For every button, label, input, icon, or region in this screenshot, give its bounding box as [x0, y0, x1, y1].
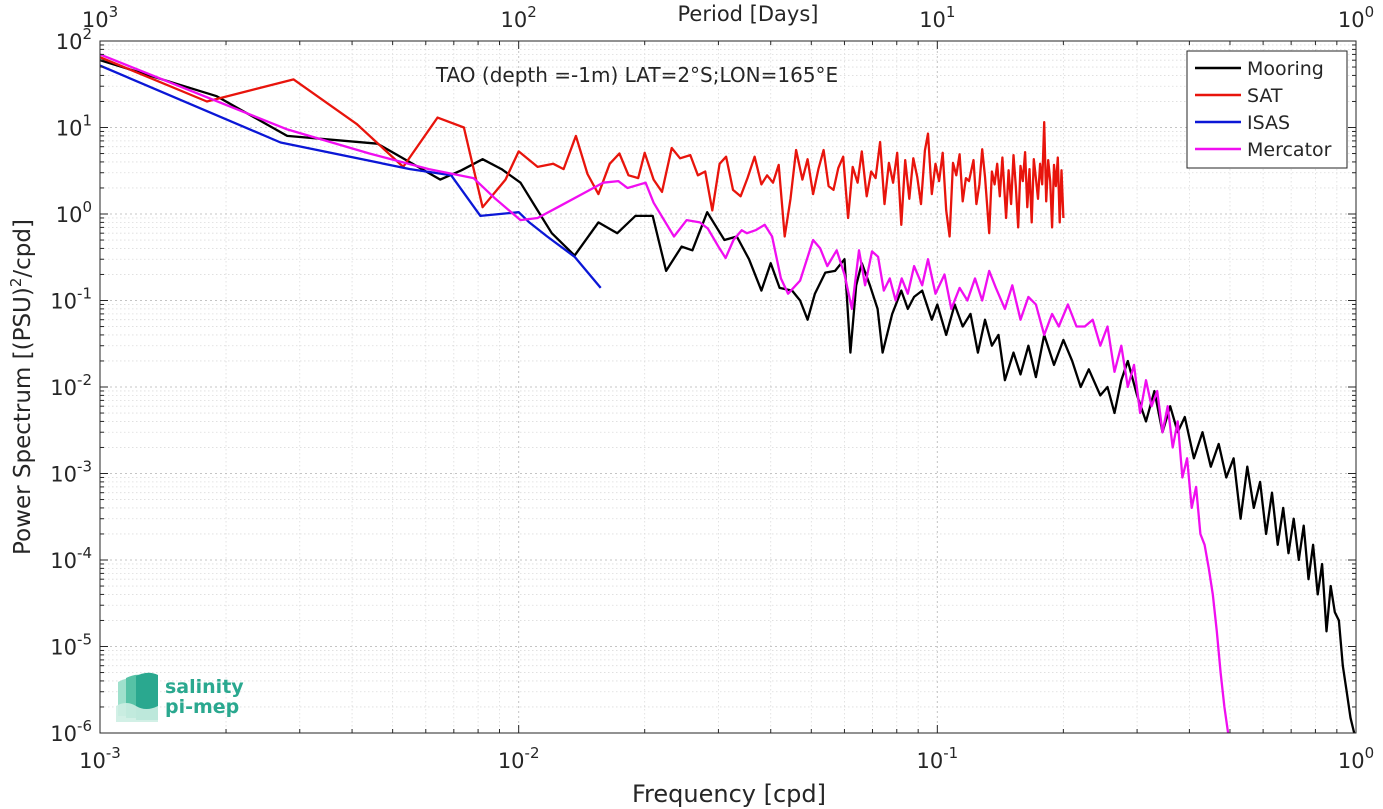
y-axis-label-sup: 2: [7, 278, 25, 288]
y-tick-label-base: 10: [50, 463, 77, 487]
y-tick-label-base: 10: [56, 203, 83, 227]
y-tick-label: 101: [56, 112, 92, 141]
chart-title: TAO (depth =-1m) LAT=2°S;LON=165°E: [435, 63, 838, 87]
x-tick-label: 10-1: [916, 744, 958, 773]
logo-wave-icon: [116, 672, 158, 722]
y-tick-label-exponent: 1: [82, 112, 92, 130]
top-tick-label-base: 10: [501, 8, 528, 32]
salinity-pi-mep-logo: salinity pi-mep: [116, 672, 244, 722]
legend-label-mooring: Mooring: [1247, 58, 1324, 80]
y-tick-label-base: 10: [56, 30, 83, 54]
y-tick-label-exponent: -3: [77, 458, 92, 476]
top-tick-label: 100: [1338, 3, 1374, 32]
x-tick-label-base: 10: [498, 749, 525, 773]
y-tick-label-exponent: -2: [77, 371, 92, 389]
y-tick-label-exponent: -1: [77, 285, 92, 303]
y-tick-label-base: 10: [56, 117, 83, 141]
x-tick-label: 10-2: [498, 744, 540, 773]
y-tick-label: 102: [56, 25, 92, 54]
x-tick-label-base: 10: [79, 749, 106, 773]
top-tick-labels: 103 102 101 100: [82, 3, 1374, 32]
top-axis-label: Period [Days]: [678, 2, 819, 26]
y-tick-label: 10-5: [50, 631, 92, 660]
top-tick-label: 101: [919, 3, 955, 32]
y-tick-label-base: 10: [50, 722, 77, 746]
y-axis-label-tail: /cpd]: [10, 219, 36, 278]
y-tick-label: 10-2: [50, 371, 92, 400]
legend-items: Mooring SAT ISAS Mercator: [1195, 58, 1332, 161]
y-tick-label-exponent: -4: [77, 544, 92, 562]
top-tick-label-exponent: 0: [1365, 3, 1375, 21]
x-tick-label-exponent: -2: [525, 744, 540, 762]
plot-frame: [99, 40, 1357, 734]
y-tick-label-exponent: -5: [77, 631, 92, 649]
x-axis-label: Frequency [cpd]: [632, 780, 826, 808]
y-tick-label-exponent: -6: [77, 717, 92, 735]
x-tick-label-exponent: 0: [1365, 744, 1375, 762]
legend-label-sat: SAT: [1247, 85, 1283, 107]
top-tick-label-exponent: 2: [527, 3, 537, 21]
x-tick-label-exponent: -3: [106, 744, 121, 762]
series-line-sat: [100, 56, 1065, 238]
legend: Mooring SAT ISAS Mercator: [1186, 50, 1348, 169]
top-tick-label-base: 10: [1338, 8, 1365, 32]
y-tick-label-exponent: 2: [82, 25, 92, 43]
logo-text-pi-mep: pi-mep: [165, 696, 239, 718]
top-tick-label-base: 10: [82, 8, 109, 32]
y-tick-label: 10-4: [50, 544, 92, 573]
y-tick-label-base: 10: [50, 376, 77, 400]
y-tick-label: 10-1: [50, 285, 92, 314]
y-tick-label-base: 10: [50, 636, 77, 660]
y-tick-label-base: 10: [50, 290, 77, 314]
logo-text-salinity: salinity: [165, 676, 244, 698]
minor-grid: [100, 41, 1356, 733]
y-tick-label: 10-3: [50, 458, 92, 487]
top-tick-label-exponent: 3: [109, 3, 119, 21]
y-axis-label-main: Power Spectrum [(PSU): [10, 287, 36, 555]
top-tick-label: 103: [82, 3, 118, 32]
series-line-isas: [100, 64, 602, 289]
top-tick-label-base: 10: [919, 8, 946, 32]
series-line-mooring: [100, 59, 1356, 733]
legend-label-isas: ISAS: [1247, 112, 1290, 134]
x-tick-label: 10-3: [79, 744, 121, 773]
x-tick-labels: 10-3 10-2 10-1 100: [79, 744, 1374, 773]
y-tick-label-exponent: 0: [82, 198, 92, 216]
y-tick-label-base: 10: [50, 549, 77, 573]
series-layer: [100, 53, 1356, 733]
x-tick-label-exponent: -1: [943, 744, 958, 762]
series-line-mercator: [100, 53, 1230, 733]
legend-label-mercator: Mercator: [1247, 139, 1332, 161]
y-axis-label: Power Spectrum [(PSU)2/cpd]: [7, 219, 36, 555]
x-tick-label-base: 10: [916, 749, 943, 773]
top-tick-label: 102: [501, 3, 537, 32]
x-tick-label: 100: [1338, 744, 1374, 773]
y-tick-label: 100: [56, 198, 92, 227]
x-tick-label-base: 10: [1338, 749, 1365, 773]
y-tick-label: 10-6: [50, 717, 92, 746]
top-tick-label-exponent: 1: [946, 3, 956, 21]
